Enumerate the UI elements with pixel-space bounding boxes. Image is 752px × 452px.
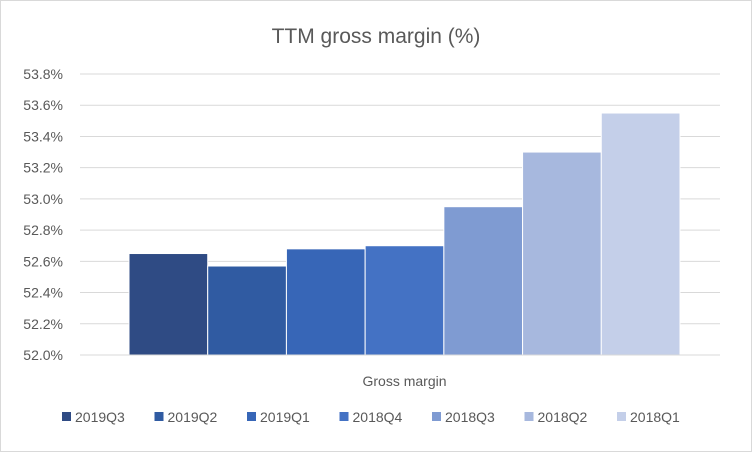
chart-title: TTM gross margin (%) xyxy=(272,25,481,48)
bars xyxy=(128,112,681,356)
y-tick-label: 53.2% xyxy=(23,160,63,176)
y-tick-label: 53.8% xyxy=(23,66,63,82)
bar-2018q1 xyxy=(600,112,681,356)
y-tick-label: 52.2% xyxy=(23,316,63,332)
bar-2019q1 xyxy=(285,248,366,356)
y-tick-label: 52.8% xyxy=(23,222,63,238)
bar-2019q2 xyxy=(207,265,287,356)
bar-2018q3 xyxy=(443,206,524,356)
bar-2019q3 xyxy=(128,253,209,356)
legend-label-2019q2: 2019Q2 xyxy=(168,409,218,425)
y-tick-label: 52.4% xyxy=(23,285,63,301)
category-label: Gross margin xyxy=(362,373,446,389)
legend-swatch-2019q1 xyxy=(247,412,256,421)
legend-swatch-2018q4 xyxy=(339,412,349,421)
legend: 2019Q3 2019Q2 2019Q1 2018Q4 2018Q3 2018Q2 2018… xyxy=(62,409,680,425)
legend-label-2018q1: 2018Q1 xyxy=(630,409,680,425)
bar-2018q4 xyxy=(364,245,445,356)
y-tick-label: 52.0% xyxy=(23,347,63,363)
legend-label-2018q4: 2018Q4 xyxy=(353,409,403,425)
bar-2018q2 xyxy=(522,151,602,356)
legend-swatch-2019q3 xyxy=(62,412,71,421)
y-tick-label: 53.0% xyxy=(23,191,63,207)
y-axis-tick-labels: 52.0% 52.2% 52.4% 52.6% 52.8% 53.0% 53.2% 53.4%… xyxy=(23,66,63,363)
legend-label-2019q3: 2019Q3 xyxy=(75,409,125,425)
legend-swatch-2018q3 xyxy=(432,412,441,421)
legend-swatch-2018q1 xyxy=(617,412,626,421)
legend-label-2019q1: 2019Q1 xyxy=(260,409,310,425)
legend-swatch-2019q2 xyxy=(154,412,164,421)
y-tick-label: 52.6% xyxy=(23,253,63,269)
y-tick-label: 53.6% xyxy=(23,97,63,113)
legend-swatch-2018q2 xyxy=(524,412,534,421)
y-tick-label: 53.4% xyxy=(23,128,63,144)
legend-label-2018q2: 2018Q2 xyxy=(538,409,588,425)
legend-label-2018q3: 2018Q3 xyxy=(445,409,495,425)
